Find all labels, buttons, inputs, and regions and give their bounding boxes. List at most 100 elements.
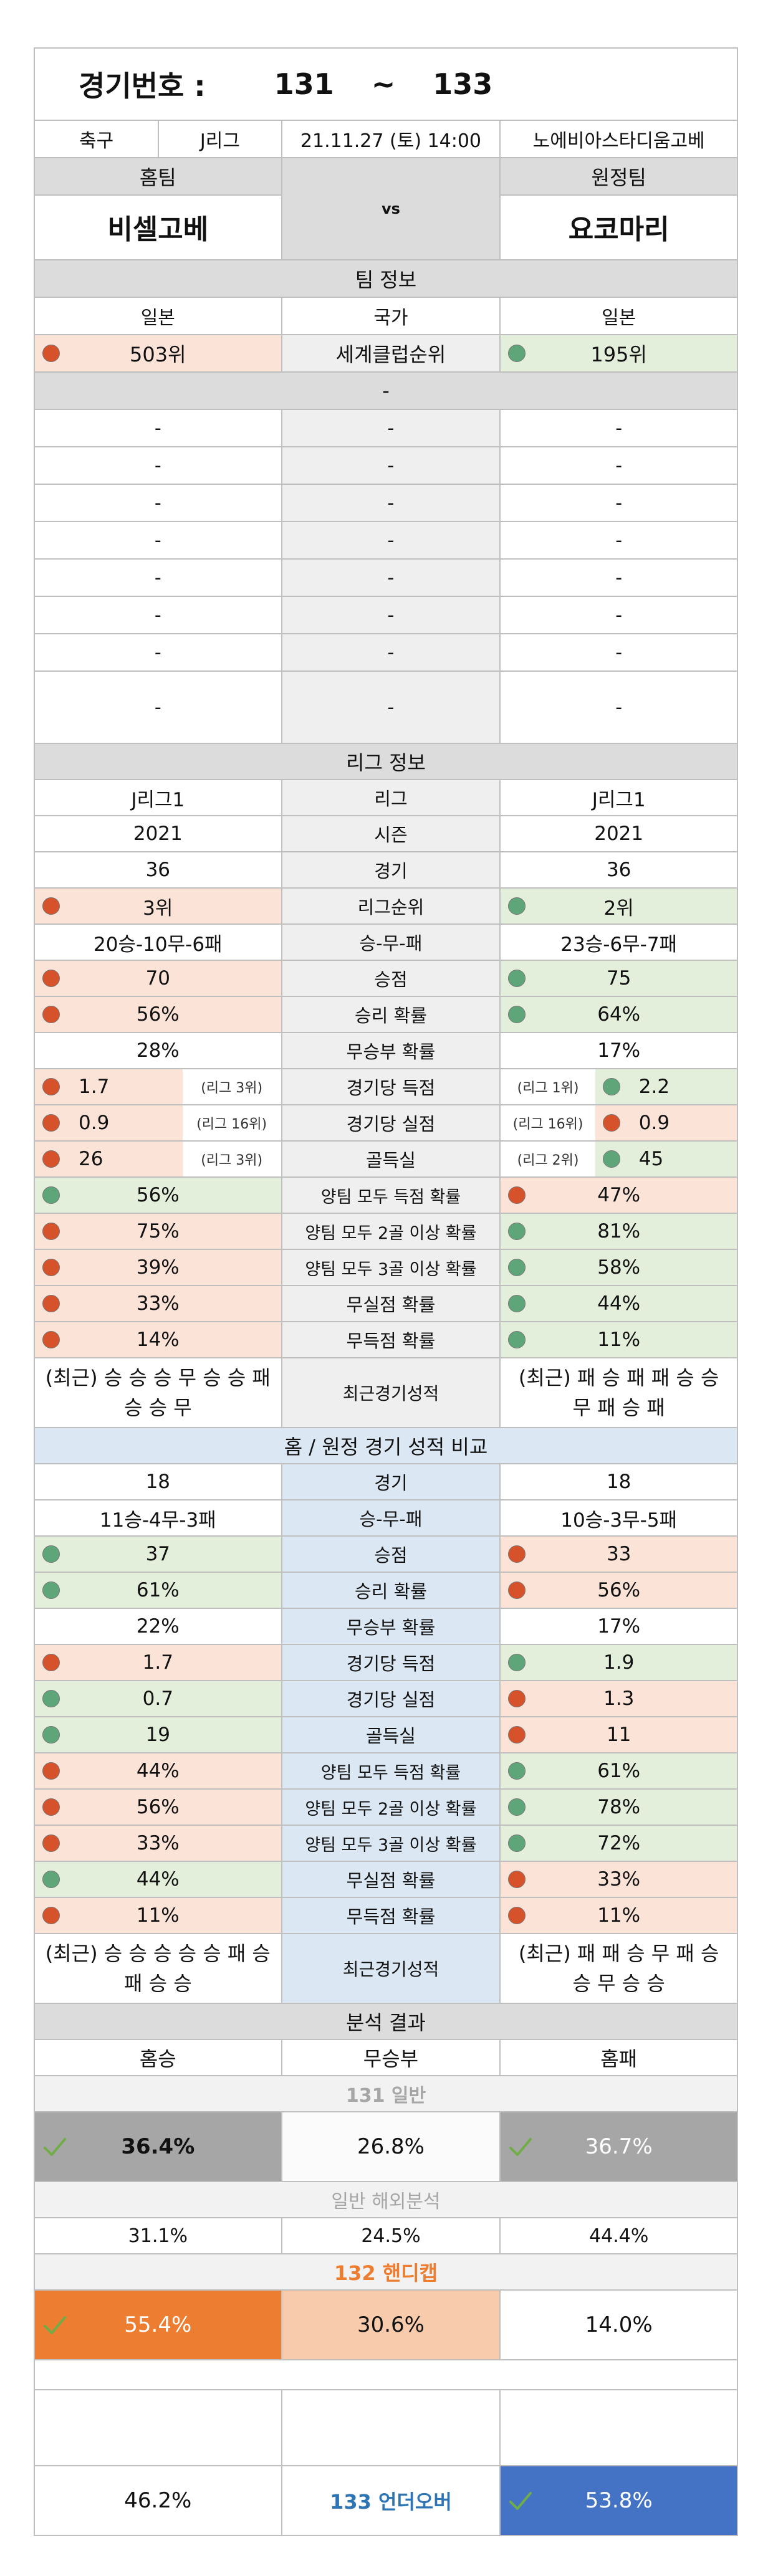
league-info-title: 리그 정보	[346, 751, 426, 775]
rating-dot-icon	[42, 970, 60, 987]
rating-dot-icon	[508, 1581, 526, 1599]
home-value: 28%	[136, 1039, 180, 1062]
general-title: 131 일반	[345, 2085, 426, 2107]
stat-label: 무득점 확률	[282, 1322, 501, 1357]
home-recent-results: (최근) 승 승 승 무 승 승 패 승 승 무	[35, 1358, 282, 1427]
stat-label: 시즌	[282, 816, 501, 851]
handicap-home-prob: 55.4%	[124, 2312, 192, 2337]
rating-dot-icon	[508, 1907, 526, 1924]
stat-label: 양팀 모두 득점 확률	[282, 1178, 501, 1213]
away-value: 33%	[597, 1868, 641, 1891]
empty-label: -	[282, 560, 501, 596]
match-number-label: 경기번호 :	[79, 69, 206, 103]
stat-label: 경기당 실점	[282, 1681, 501, 1716]
rating-dot-icon	[602, 1078, 620, 1095]
league-info-section: 리그 정보 J리그1 리그 J리그1 2021 시즌 2021 36 경기 36 3위 리그순위 2위…	[34, 744, 738, 1428]
home-value: 44%	[136, 1868, 180, 1891]
rating-dot-icon	[42, 1726, 60, 1744]
stat-label: 승-무-패	[282, 1500, 501, 1535]
rating-dot-icon	[42, 897, 60, 915]
stat-label: 승리 확률	[282, 997, 501, 1032]
rating-dot-icon	[42, 1762, 60, 1780]
stat-label: 승점	[282, 961, 501, 996]
stat-label: 무승부 확률	[282, 1033, 501, 1068]
sport-label: 축구	[35, 121, 160, 157]
away-value: 23승-6무-7패	[560, 933, 678, 956]
compare-row: 1.7 경기당 득점 1.9	[35, 1645, 737, 1681]
rating-dot-icon	[42, 1114, 60, 1132]
stat-label: 승점	[282, 1537, 501, 1572]
league_info-row: 3위 리그순위 2위	[35, 889, 737, 925]
away-value: 44%	[597, 1292, 641, 1315]
stat-label: 골득실	[282, 1142, 501, 1176]
analysis-header-row: 홈승 무승부 홈패	[35, 2040, 737, 2076]
empty-label: -	[282, 447, 501, 484]
home-value: 39%	[136, 1256, 180, 1279]
home-value: 18	[145, 1471, 171, 1493]
home-empty-value: -	[35, 522, 282, 558]
home-value: 56%	[136, 1184, 180, 1206]
stat-label: 무득점 확률	[282, 1898, 501, 1933]
league-label: J리그	[159, 121, 282, 157]
stat-label: 경기	[282, 1464, 501, 1499]
compare-row: 44% 양팀 모두 득점 확률 61%	[35, 1753, 737, 1790]
rating-dot-icon	[42, 1798, 60, 1816]
home-club-rank: 503위	[130, 343, 186, 366]
rating-dot-icon	[508, 970, 526, 987]
stat-label: 리그	[282, 780, 501, 815]
team-info-empty-row: ---	[35, 485, 737, 522]
league_info-row: 28% 무승부 확률 17%	[35, 1033, 737, 1069]
stat-label: 양팀 모두 2골 이상 확률	[282, 1214, 501, 1249]
home-team-label: 홈팀	[35, 158, 281, 196]
rating-dot-icon	[508, 345, 526, 362]
home-team-name: 비셀고베	[107, 214, 209, 246]
league_info-row: 20승-10무-6패 승-무-패 23승-6무-7패	[35, 925, 737, 961]
match-datetime: 21.11.27 (토) 14:00	[282, 121, 501, 157]
away-empty-value: -	[615, 529, 623, 551]
away-value: 2.2	[638, 1076, 670, 1098]
compare-row: 33% 양팀 모두 3골 이상 확률 72%	[35, 1826, 737, 1862]
home-value: 33%	[136, 1832, 180, 1854]
handicap-row: 55.4% 30.6% 14.0%	[35, 2291, 737, 2360]
general-home-prob: 36.4%	[121, 2134, 195, 2159]
away-value: J리그1	[592, 788, 646, 811]
home-value: 61%	[136, 1579, 180, 1601]
away-value: 45	[638, 1148, 664, 1170]
compare-recent-row: (최근) 승 승 승 승 승 패 승 패 승 승 최근경기성적 (최근) 패 패…	[35, 1934, 737, 2004]
compare-row: 61% 승리 확률 56%	[35, 1573, 737, 1609]
empty-label: -	[282, 522, 501, 558]
rating-dot-icon	[508, 1798, 526, 1816]
away-value: 58%	[597, 1256, 641, 1279]
empty-label: -	[282, 597, 501, 633]
stat-label: 골득실	[282, 1717, 501, 1752]
away-empty-value: -	[615, 696, 623, 718]
analysis-section: 분석 결과 홈승 무승부 홈패 131 일반 36.4% 26.8% 36.7%…	[34, 2004, 738, 2536]
league_info-row: 0.9 (리그 16위) 경기당 실점 (리그 16위) 0.9	[35, 1105, 737, 1142]
away-recent-results: (최근) 패 승 패 패 승 승 무 패 승 패	[518, 1366, 719, 1419]
team-info-title: 팀 정보	[355, 268, 417, 292]
spacer-row	[35, 2360, 737, 2390]
rating-dot-icon	[508, 1295, 526, 1312]
league_info-row: 56% 양팀 모두 득점 확률 47%	[35, 1178, 737, 1214]
rating-dot-icon	[42, 1223, 60, 1240]
away-empty-value: -	[615, 566, 623, 589]
check-icon	[44, 2138, 66, 2156]
home-value: 0.7	[142, 1687, 173, 1710]
match-number-from: 131	[274, 67, 334, 101]
overseas-draw-prob: 24.5%	[282, 2218, 501, 2253]
home-value: 33%	[136, 1292, 180, 1315]
check-icon	[44, 2316, 66, 2334]
overseas-home-prob: 31.1%	[35, 2218, 282, 2253]
away-club-rank: 195위	[590, 343, 647, 366]
col-home-loss: 홈패	[600, 2047, 638, 2071]
country-label: 국가	[282, 298, 501, 334]
rating-dot-icon	[508, 1006, 526, 1023]
home-empty-value: -	[35, 634, 282, 670]
away-value: 47%	[597, 1184, 641, 1206]
league-recent-row: (최근) 승 승 승 무 승 승 패 승 승 무 최근경기성적 (최근) 패 승…	[35, 1358, 737, 1428]
rating-dot-icon	[42, 1078, 60, 1095]
match-meta-row: 축구 J리그 21.11.27 (토) 14:00 노에비아스타디움고베	[34, 121, 738, 158]
blank-row	[35, 2390, 737, 2466]
home-country: 일본	[35, 298, 282, 334]
away-team-label: 원정팀	[501, 158, 737, 196]
